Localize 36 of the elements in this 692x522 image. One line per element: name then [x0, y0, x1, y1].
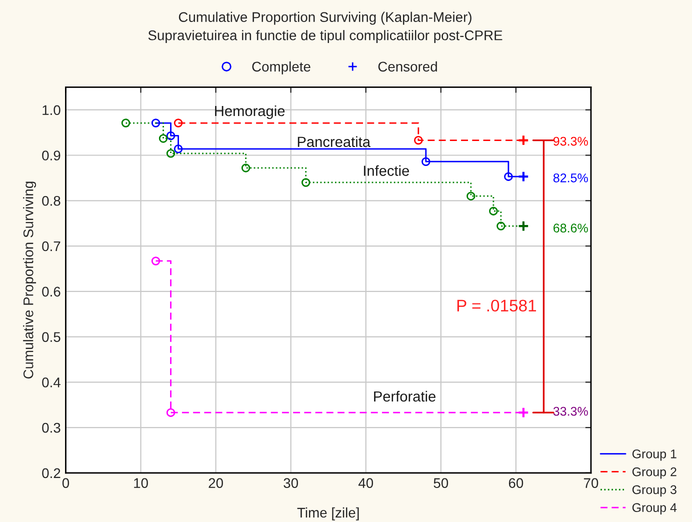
- y-tick-label: 0.9: [42, 150, 60, 160]
- chart-title: Cumulative Proportion Surviving (Kaplan-Meier): [178, 12, 472, 25]
- annotation: Perforatie: [374, 390, 436, 402]
- x-tick-label: 60: [508, 478, 524, 488]
- x-tick-label: 10: [134, 478, 148, 488]
- x-tick-label: 50: [434, 478, 448, 488]
- y-tick-label: 1.0: [42, 105, 60, 116]
- x-tick-label: 70: [584, 478, 598, 488]
- y-tick-label: 0.3: [42, 422, 60, 433]
- legend-label: Group 3: [632, 485, 676, 497]
- y-tick-label: 0.6: [42, 286, 60, 297]
- chart-subtitle: Supravietuirea in functie de tipul complicatiilor post-CPRE: [148, 30, 502, 44]
- legend-label: Complete: [252, 61, 310, 74]
- annotation: Hemoragie: [215, 105, 285, 120]
- annotation: Infectie: [364, 165, 409, 176]
- annotation: 93.3%: [553, 136, 588, 146]
- x-tick-label: 0: [62, 478, 70, 488]
- annotation: 33.3%: [553, 406, 588, 416]
- annotation: 82.5%: [553, 173, 588, 182]
- y-axis-title: Cumulative Proportion Surviving: [23, 182, 36, 379]
- annotation: 68.6%: [554, 224, 588, 232]
- y-tick-label: 0.4: [42, 378, 60, 388]
- legend-label: Group 1: [632, 449, 676, 461]
- x-tick-label: 30: [284, 478, 298, 488]
- annotation: Pancreatita: [298, 136, 370, 148]
- annotation: P = .01581: [457, 300, 536, 312]
- y-tick-label: 0.7: [42, 241, 60, 252]
- legend-label: Censored: [378, 61, 437, 72]
- x-tick-label: 40: [358, 478, 374, 488]
- legend-label: Group 2: [632, 467, 676, 479]
- y-tick-label: 0.2: [42, 468, 60, 478]
- y-tick-label: 0.5: [42, 332, 60, 342]
- y-tick-label: 0.8: [42, 196, 60, 206]
- x-tick-label: 20: [208, 478, 223, 488]
- legend-label: Group 4: [632, 503, 677, 514]
- x-axis-title: Time [zile]: [297, 507, 359, 520]
